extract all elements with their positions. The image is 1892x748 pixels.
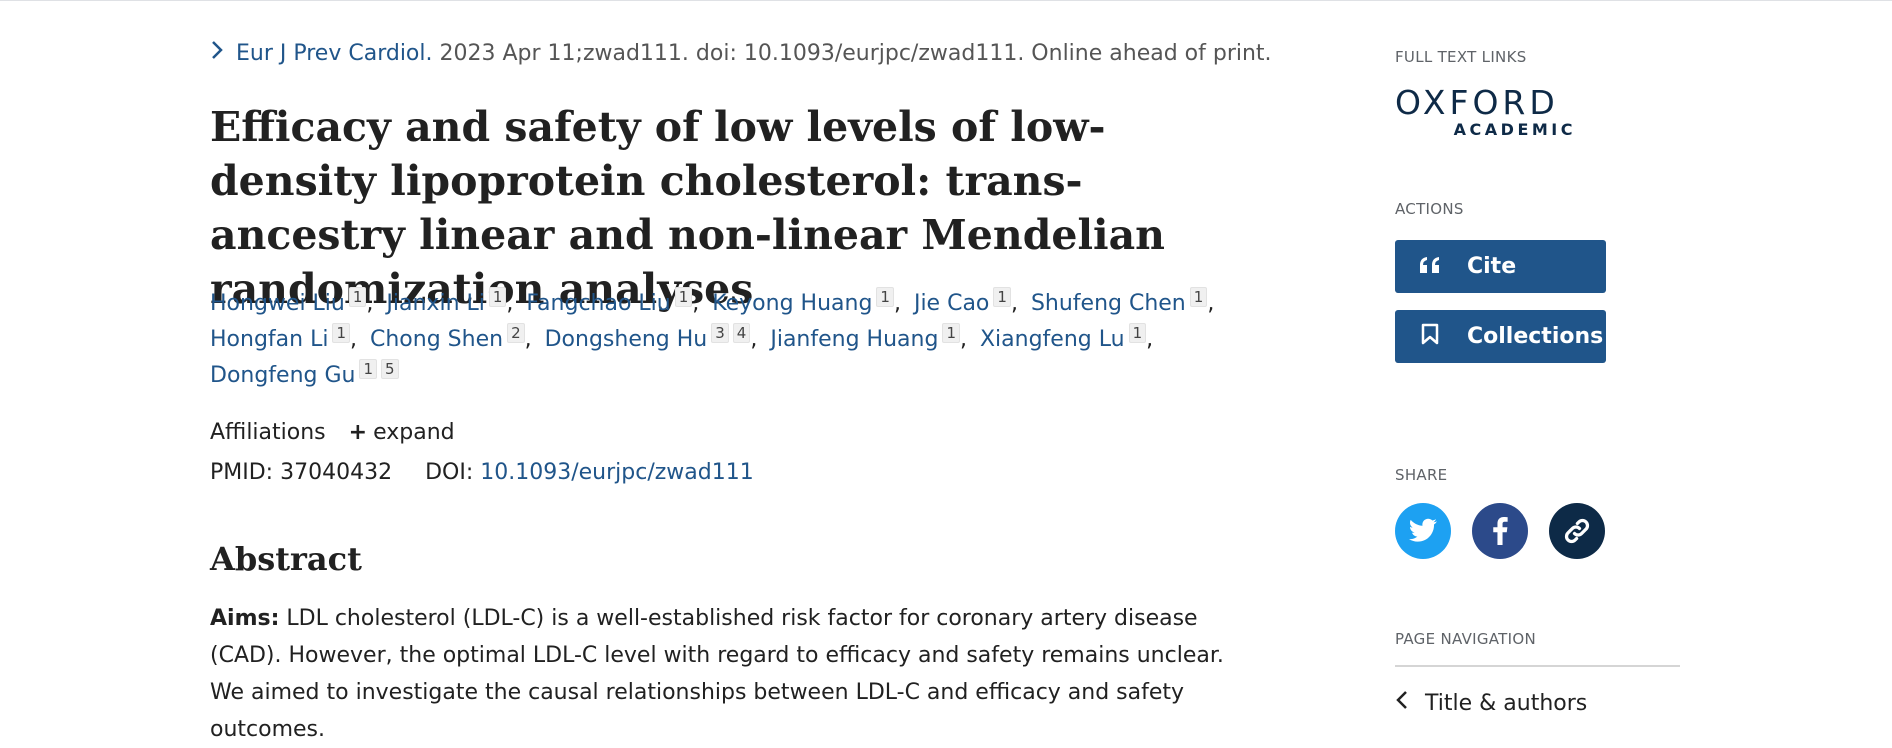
author-entry: Xiangfeng Lu 1, <box>979 323 1159 352</box>
author-separator: , <box>366 291 374 316</box>
page-navigation-divider <box>1395 665 1680 667</box>
author-entry: Shufeng Chen 1, <box>1030 287 1220 316</box>
top-divider <box>0 0 1892 1</box>
author-link[interactable]: Hongwei Liu <box>210 291 345 316</box>
plus-icon[interactable]: + <box>348 420 368 445</box>
doi-link[interactable]: 10.1093/eurjpc/zwad111 <box>480 460 754 485</box>
author-link[interactable]: Shufeng Chen <box>1030 291 1186 316</box>
facebook-share-button[interactable] <box>1472 503 1528 559</box>
affiliation-marker[interactable]: 1 <box>348 287 367 307</box>
page-nav-item-label: Title & authors <box>1425 691 1588 716</box>
author-separator: , <box>1207 291 1215 316</box>
share-buttons <box>1395 503 1626 559</box>
author-entry: Dongsheng Hu 3 4, <box>544 323 764 352</box>
author-entry: Fangchao Liu 1, <box>526 287 705 316</box>
affiliation-marker[interactable]: 1 <box>876 287 894 307</box>
author-link[interactable]: Xiangfeng Lu <box>979 327 1125 352</box>
author-link[interactable]: Hongfan Li <box>210 327 329 352</box>
author-separator: , <box>893 291 901 316</box>
affiliation-marker[interactable]: 1 <box>359 359 378 379</box>
affiliation-marker[interactable]: 5 <box>381 359 399 379</box>
cite-button[interactable]: Cite <box>1395 240 1606 293</box>
collections-label: Collections <box>1467 324 1604 349</box>
article-title: Efficacy and safety of low levels of low… <box>210 103 1165 313</box>
citation-details: 2023 Apr 11;zwad111. doi: 10.1093/eurjpc… <box>439 41 1272 66</box>
author-entry: Hongfan Li 1, <box>210 323 363 352</box>
logo-line-2: ACADEMIC <box>1453 120 1576 139</box>
link-icon <box>1564 518 1590 544</box>
collections-button[interactable]: Collections <box>1395 310 1606 363</box>
author-link[interactable]: Dongsheng Hu <box>544 327 708 352</box>
journal-link[interactable]: Eur J Prev Cardiol. <box>236 41 433 66</box>
full-text-links-heading: FULL TEXT LINKS <box>1395 48 1527 66</box>
affiliation-marker[interactable]: 1 <box>993 287 1011 307</box>
quote-icon <box>1417 254 1443 280</box>
affiliation-marker[interactable]: 4 <box>732 323 751 343</box>
chevron-left-icon <box>1395 690 1425 716</box>
pmid-value: 37040432 <box>280 460 393 485</box>
affiliation-marker[interactable]: 1 <box>488 287 507 307</box>
affiliation-marker[interactable]: 3 <box>711 323 729 343</box>
author-link[interactable]: Dongfeng Gu <box>210 363 356 388</box>
aims-label: Aims: <box>210 606 280 631</box>
author-entry: Keyong Huang 1, <box>712 287 907 316</box>
pmid-label: PMID: <box>210 460 274 485</box>
twitter-icon <box>1408 518 1437 542</box>
author-separator: , <box>350 327 357 352</box>
author-separator: , <box>524 327 532 352</box>
author-separator: , <box>692 291 700 316</box>
affiliation-marker[interactable]: 1 <box>1128 323 1147 343</box>
page-navigation-heading: PAGE NAVIGATION <box>1395 630 1536 648</box>
affiliations-row: Affiliations + expand <box>210 420 455 445</box>
author-link[interactable]: Keyong Huang <box>712 291 873 316</box>
author-entry: Dongfeng Gu 1 5 <box>210 359 399 388</box>
identifiers-row: PMID: 37040432 DOI: 10.1093/eurjpc/zwad1… <box>210 460 754 485</box>
chevron-right-icon[interactable] <box>210 40 236 66</box>
author-link[interactable]: Chong Shen <box>370 327 504 352</box>
affiliation-marker[interactable]: 2 <box>507 323 525 343</box>
author-entry: Jianxin Li 1, <box>386 287 519 316</box>
author-entry: Jie Cao 1, <box>913 287 1024 316</box>
affiliations-label: Affiliations <box>210 420 326 445</box>
author-separator: , <box>1010 291 1018 316</box>
logo-line-1: OXFORD <box>1395 83 1559 122</box>
aims-text: LDL cholesterol (LDL-C) is a well-establ… <box>210 606 1224 742</box>
author-separator: , <box>506 291 514 316</box>
author-link[interactable]: Jianxin Li <box>386 291 485 316</box>
cite-label: Cite <box>1467 254 1517 279</box>
share-heading: SHARE <box>1395 466 1448 484</box>
facebook-icon <box>1493 517 1508 545</box>
page-nav-title-authors[interactable]: Title & authors <box>1395 690 1587 716</box>
author-separator: , <box>750 327 758 352</box>
doi-label: DOI: <box>425 460 474 485</box>
affiliation-marker[interactable]: 1 <box>1189 287 1208 307</box>
author-list: Hongwei Liu 1, Jianxin Li 1, Fangchao Liu 1… <box>210 286 1250 394</box>
twitter-share-button[interactable] <box>1395 503 1451 559</box>
bookmark-icon <box>1417 323 1443 350</box>
expand-link[interactable]: expand <box>373 420 455 445</box>
actions-heading: ACTIONS <box>1395 200 1464 218</box>
affiliation-marker[interactable]: 1 <box>674 287 693 307</box>
permalink-share-button[interactable] <box>1549 503 1605 559</box>
author-entry: Chong Shen 2, <box>370 323 538 352</box>
affiliation-marker[interactable]: 1 <box>942 323 960 343</box>
affiliation-marker[interactable]: 1 <box>332 323 350 343</box>
author-separator: , <box>959 327 967 352</box>
author-link[interactable]: Jianfeng Huang <box>770 327 939 352</box>
oxford-academic-logo[interactable]: OXFORD ACADEMIC <box>1395 83 1585 140</box>
citation-line: Eur J Prev Cardiol. 2023 Apr 11;zwad111.… <box>210 40 1272 66</box>
author-link[interactable]: Jie Cao <box>913 291 990 316</box>
author-separator: , <box>1146 327 1154 352</box>
abstract-heading: Abstract <box>210 540 362 578</box>
author-entry: Jianfeng Huang 1, <box>770 323 973 352</box>
author-entry: Hongwei Liu 1, <box>210 287 379 316</box>
author-link[interactable]: Fangchao Liu <box>526 291 671 316</box>
